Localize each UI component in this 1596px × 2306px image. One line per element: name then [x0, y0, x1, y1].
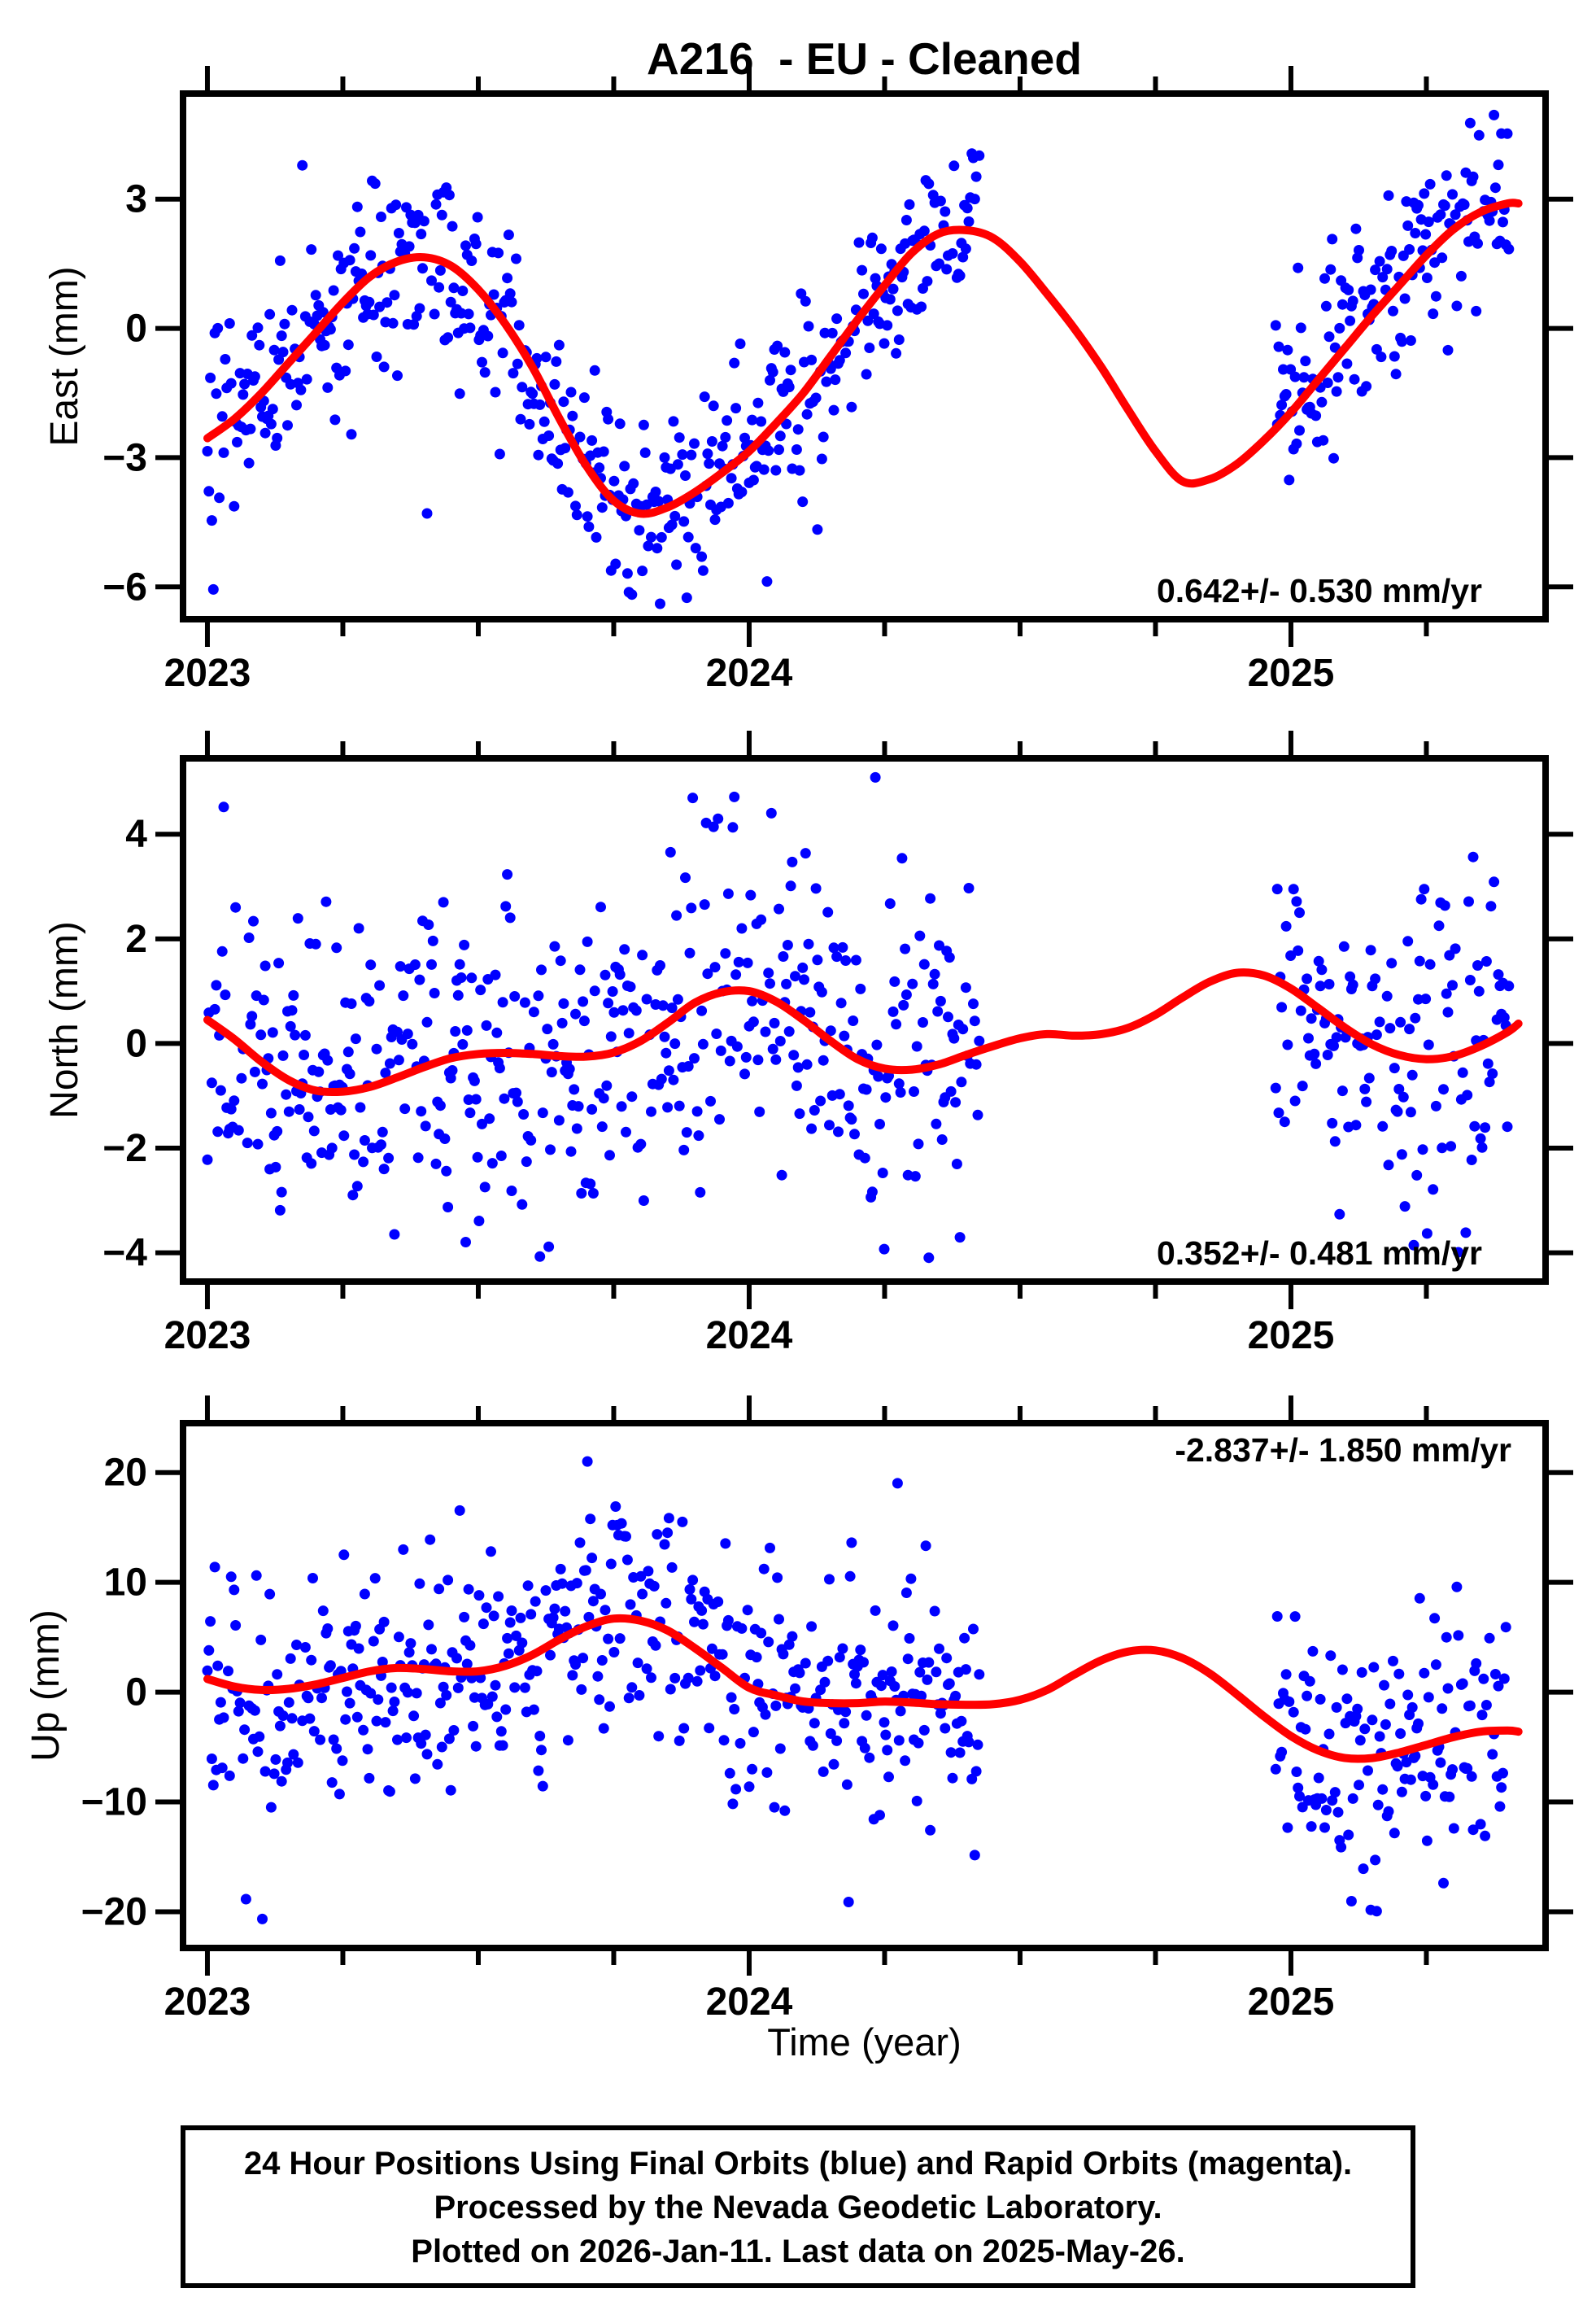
model-curve-east: [203, 199, 1523, 518]
y-axis-title-up: Up (mm): [24, 1609, 68, 1762]
y-axis-title-east: East (mm): [43, 266, 86, 446]
plot-frame-east: [180, 90, 1549, 622]
footer-box: 24 Hour Positions Using Final Orbits (bl…: [181, 2125, 1415, 2288]
rate-annotation-east: 0.642+/- 0.530 mm/yr: [1157, 572, 1482, 609]
y-tick-label: 20: [104, 1452, 147, 1495]
y-tick-label: 0: [125, 1671, 147, 1714]
y-tick-label: −10: [81, 1781, 147, 1824]
y-axis-title-north: North (mm): [43, 921, 86, 1119]
y-tick-label: 3: [125, 178, 147, 221]
footer-line-processed: Processed by the Nevada Geodetic Laborat…: [434, 2190, 1162, 2225]
y-tick-label: 4: [125, 813, 147, 856]
panel-east: 3 0 −3 −6 2023 2024 2025 East (mm) 0.642+/- 0.53…: [43, 66, 1573, 695]
y-tick-label: −6: [102, 566, 147, 609]
x-tick-label: 2025: [1248, 652, 1335, 695]
footer-line-orbits: 24 Hour Positions Using Final Orbits (bl…: [243, 2146, 1353, 2182]
rate-annotation-north: 0.352+/- 0.481 mm/yr: [1157, 1234, 1482, 1272]
axis-ticks: [155, 731, 1573, 1309]
x-tick-label: 2023: [164, 1981, 251, 2024]
y-tick-label: 10: [104, 1561, 147, 1605]
y-tick-label: −20: [81, 1890, 147, 1933]
axis-ticks: [155, 66, 1573, 647]
y-tick-label: −3: [102, 436, 147, 479]
panel-up: 20 10 0 −10 −20 2023 2024 2025 Up (mm) -2.837+/- …: [24, 1395, 1573, 2024]
scatter-points-east: [202, 109, 1515, 609]
y-tick-label: 0: [125, 1022, 147, 1065]
x-tick-label: 2025: [1248, 1981, 1335, 2024]
axis-ticks: [155, 1395, 1573, 1976]
panel-north: 4 2 0 −2 −4 2023 2024 2025 North (mm) 0.352+/- 0.…: [43, 731, 1573, 1357]
x-tick-label: 2025: [1248, 1314, 1335, 1357]
x-tick-label: 2024: [706, 652, 793, 695]
x-tick-label: 2023: [164, 652, 251, 695]
y-tick-label: 0: [125, 308, 147, 351]
x-axis-title: Time (year): [767, 2020, 962, 2064]
chart-title: A216 - EU - Cleaned: [647, 33, 1082, 84]
footer-line-plotted: Plotted on 2026-Jan-11. Last data on 202…: [411, 2234, 1185, 2269]
scatter-points-north: [202, 771, 1515, 1264]
x-tick-label: 2024: [706, 1314, 793, 1357]
model-curve-north: [203, 968, 1523, 1097]
x-tick-label: 2023: [164, 1314, 251, 1357]
rate-annotation-up: -2.837+/- 1.850 mm/yr: [1175, 1431, 1511, 1469]
y-tick-label: 2: [125, 918, 147, 961]
plot-frame-up: [180, 1420, 1549, 1951]
x-tick-label: 2024: [706, 1981, 793, 2024]
y-tick-label: −2: [102, 1127, 147, 1170]
y-tick-label: −4: [102, 1232, 147, 1275]
plot-frame-north: [180, 755, 1549, 1285]
model-curve-up: [203, 1614, 1523, 1763]
scatter-points-up: [202, 1456, 1511, 1924]
